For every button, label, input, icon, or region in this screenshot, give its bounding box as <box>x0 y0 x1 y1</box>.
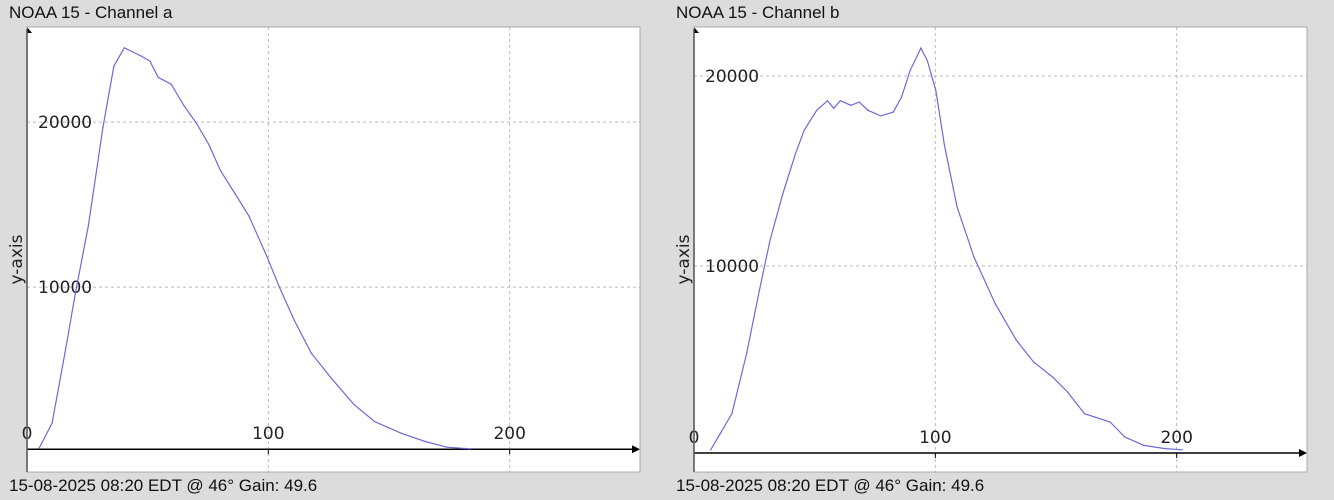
data-point <box>803 129 805 131</box>
data-point <box>826 100 829 102</box>
x-tick-label: 200 <box>1160 428 1192 448</box>
chart-footer: 15-08-2025 08:20 EDT @ 46° Gain: 49.6 <box>676 476 985 495</box>
data-point <box>219 169 221 171</box>
data-point <box>170 83 172 85</box>
data-point <box>38 447 40 449</box>
data-point <box>1181 449 1183 451</box>
data-point <box>900 96 903 98</box>
data-point <box>758 289 761 291</box>
data-point <box>353 403 355 405</box>
data-point <box>113 65 115 67</box>
data-point <box>123 47 125 49</box>
y-axis-arrow-icon <box>27 27 32 33</box>
data-point <box>867 109 869 111</box>
data-point <box>1143 444 1145 446</box>
data-point <box>909 69 911 71</box>
y-tick-label: 20000 <box>705 67 759 87</box>
data-point <box>1083 413 1086 415</box>
data-point <box>157 76 159 79</box>
chart-title: NOAA 15 - Channel b <box>676 3 840 22</box>
data-point <box>373 420 376 423</box>
y-tick-label: 10000 <box>38 278 92 298</box>
data-point <box>1015 339 1018 341</box>
y-axis-label: y-axis <box>7 234 27 284</box>
data-point <box>400 432 402 434</box>
data-point <box>310 352 312 354</box>
data-point <box>233 192 236 194</box>
data-point <box>64 352 66 354</box>
data-point <box>278 286 281 288</box>
data-point <box>266 255 268 257</box>
chart-panel-channel-a: NOAA 15 - Channel a 0 100 200 10000 20000 y-a… <box>7 3 641 495</box>
series-line <box>710 46 1183 451</box>
data-point <box>51 422 53 424</box>
y-tick-label: 10000 <box>705 257 759 277</box>
plot-area <box>27 27 640 472</box>
data-point <box>248 215 250 217</box>
data-point <box>183 104 185 107</box>
chart-title: NOAA 15 - Channel a <box>9 3 173 22</box>
y-axis-arrow-icon <box>694 27 699 33</box>
data-point <box>816 109 818 111</box>
y-axis-label: y-axis <box>674 234 694 284</box>
x-axis-arrow-icon <box>632 445 640 454</box>
y-tick-label: 20000 <box>38 113 92 133</box>
data-point <box>1124 436 1126 438</box>
data-point <box>769 239 771 241</box>
data-point <box>469 448 472 450</box>
data-point <box>892 111 894 113</box>
data-point <box>140 55 142 57</box>
x-axis-arrow-icon <box>1299 449 1307 458</box>
data-point <box>879 115 882 117</box>
plot-frame <box>693 26 1308 473</box>
x-tick-label: 100 <box>919 428 951 448</box>
plot-area <box>694 27 1307 472</box>
data-point <box>208 144 210 146</box>
data-point <box>446 446 448 448</box>
data-point <box>782 193 784 195</box>
data-point <box>74 293 76 295</box>
chart-footer: 15-08-2025 08:20 EDT @ 46° Gain: 49.6 <box>9 476 318 495</box>
data-point <box>850 104 852 106</box>
data-point <box>102 126 104 128</box>
data-point <box>1066 391 1069 393</box>
data-point <box>731 413 733 415</box>
data-point <box>794 153 796 155</box>
data-point <box>935 89 937 91</box>
data-point <box>746 353 748 355</box>
data-point <box>833 107 835 109</box>
data-point <box>196 123 198 125</box>
data-point <box>87 225 89 227</box>
x-tick-label: 200 <box>493 424 525 444</box>
data-point <box>956 206 958 208</box>
data-point <box>293 319 295 321</box>
data-point <box>1032 361 1035 363</box>
chart-panel-channel-b: NOAA 15 - Channel b 0 100 200 10000 20000 y-a… <box>667 0 1334 500</box>
data-point <box>994 303 996 305</box>
data-point <box>920 47 922 49</box>
x-tick-label: 100 <box>252 424 284 444</box>
data-point <box>1164 448 1166 450</box>
data-point <box>331 378 334 381</box>
data-point <box>424 440 426 443</box>
data-point <box>839 100 841 102</box>
data-point <box>858 101 860 103</box>
data-point <box>710 449 712 451</box>
data-point <box>973 256 975 258</box>
data-point <box>943 143 945 146</box>
data-point <box>926 60 928 62</box>
data-point <box>1052 376 1054 378</box>
data-point <box>149 60 151 62</box>
data-point <box>1109 421 1111 423</box>
plot-frame <box>26 26 641 473</box>
